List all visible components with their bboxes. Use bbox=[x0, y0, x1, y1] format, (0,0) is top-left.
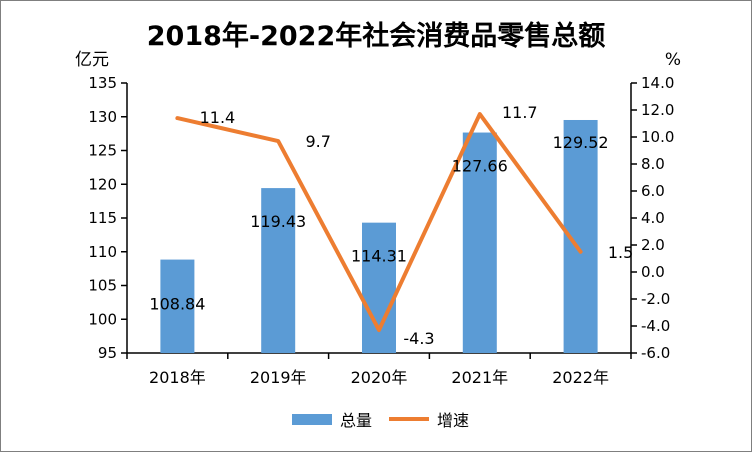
bar-series bbox=[160, 119, 598, 354]
line-value-label: 11.4 bbox=[200, 108, 236, 127]
bar bbox=[362, 222, 396, 353]
left-axis-tick-label: 130 bbox=[88, 108, 117, 126]
right-axis-tick-label: 14.0 bbox=[641, 74, 674, 92]
bar-value-label: 127.66 bbox=[452, 157, 508, 176]
left-axis-tick-label: 115 bbox=[88, 209, 117, 227]
chart-title: 2018年-2022年社会消费品零售总额 bbox=[147, 20, 606, 52]
line-value-label: 11.7 bbox=[502, 103, 538, 122]
legend-label: 总量 bbox=[340, 411, 372, 430]
x-axis-category-label: 2018年 bbox=[149, 368, 206, 387]
axes: 95 100 105 110 115 120 125 130 135 -6.0 -4.0 -2.0 0.… bbox=[88, 74, 674, 387]
left-axis-tick-label: 125 bbox=[88, 142, 117, 160]
line-value-label: 1.5 bbox=[608, 243, 633, 262]
bar-value-label: 108.84 bbox=[149, 295, 205, 314]
data-labels: 108.84 119.43 114.31 127.66 129.52 11.4 9.7 -4.… bbox=[149, 103, 633, 348]
left-axis-tick-label: 105 bbox=[88, 277, 117, 295]
x-axis-category-label: 2022年 bbox=[552, 368, 609, 387]
legend: 总量 增速 bbox=[292, 411, 469, 430]
line-value-label: -4.3 bbox=[403, 329, 434, 348]
bar bbox=[261, 188, 296, 353]
right-axis-tick-label: 6.0 bbox=[641, 182, 665, 200]
x-axis-category-label: 2021年 bbox=[451, 368, 508, 387]
right-axis-tick-label: 2.0 bbox=[641, 236, 665, 254]
left-axis-unit: 亿元 bbox=[75, 50, 109, 70]
left-axis-tick-label: 120 bbox=[88, 175, 117, 193]
bar-value-label: 114.31 bbox=[351, 247, 407, 266]
bar-value-label: 119.43 bbox=[250, 212, 306, 231]
bar-value-label: 129.52 bbox=[553, 133, 609, 152]
right-axis-tick-label: -6.0 bbox=[641, 344, 670, 362]
right-axis-tick-label: 10.0 bbox=[641, 128, 674, 146]
right-axis-tick-label: 0.0 bbox=[641, 263, 665, 281]
legend-label: 增速 bbox=[437, 411, 469, 430]
right-axis-tick-label: -2.0 bbox=[641, 290, 670, 308]
x-axis-category-label: 2019年 bbox=[250, 368, 307, 387]
left-axis-tick-label: 100 bbox=[88, 310, 117, 328]
legend-bar-swatch bbox=[292, 414, 332, 425]
growth-line bbox=[175, 112, 583, 333]
left-axis-tick-label: 95 bbox=[98, 344, 117, 362]
bar bbox=[160, 259, 195, 353]
left-axis-tick-label: 135 bbox=[88, 74, 117, 92]
right-axis-unit: % bbox=[665, 50, 681, 70]
right-axis-tick-label: -4.0 bbox=[641, 317, 670, 335]
line-series bbox=[175, 112, 583, 333]
bar bbox=[462, 132, 497, 353]
right-axis-tick-label: 12.0 bbox=[641, 101, 674, 119]
line-value-label: 9.7 bbox=[305, 132, 330, 151]
x-axis-category-label: 2020年 bbox=[351, 368, 408, 387]
right-axis-tick-label: 8.0 bbox=[641, 155, 665, 173]
right-axis-tick-label: 4.0 bbox=[641, 209, 665, 227]
left-axis-tick-label: 110 bbox=[88, 243, 117, 261]
